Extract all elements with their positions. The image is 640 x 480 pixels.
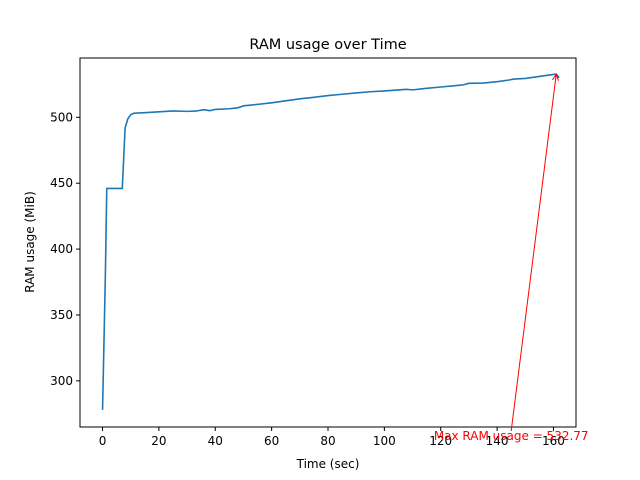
y-tick-label: 500 [50, 110, 73, 124]
x-axis: 0 20 40 60 80 100 120 140 160 [99, 427, 565, 448]
annotation-arrowhead [552, 72, 559, 81]
x-tick-label: 0 [99, 434, 107, 448]
y-tick-label: 400 [50, 242, 73, 256]
x-tick-label: 40 [208, 434, 223, 448]
annotation-arrow-line [510, 74, 557, 432]
y-tick-label: 350 [50, 308, 73, 322]
x-tick-label: 80 [320, 434, 335, 448]
y-axis-label: RAM usage (MiB) [23, 191, 37, 293]
max-annotation: Max RAM usage = 532.77 [434, 72, 589, 443]
y-tick-label: 300 [50, 374, 73, 388]
x-tick-label: 100 [373, 434, 396, 448]
y-tick-label: 450 [50, 176, 73, 190]
annotation-text: Max RAM usage = 532.77 [434, 429, 589, 443]
y-axis: 300 350 400 450 500 [50, 110, 80, 388]
x-tick-label: 140 [486, 434, 509, 448]
x-tick-label: 160 [542, 434, 565, 448]
x-tick-label: 20 [151, 434, 166, 448]
ram-usage-series-line [101, 73, 560, 410]
axes-frame [79, 57, 577, 428]
plot-area [101, 73, 560, 410]
x-tick-label: 60 [264, 434, 279, 448]
x-axis-label: Time (sec) [296, 457, 360, 471]
x-tick-label: 120 [429, 434, 452, 448]
chart-title: RAM usage over Time [249, 37, 406, 53]
